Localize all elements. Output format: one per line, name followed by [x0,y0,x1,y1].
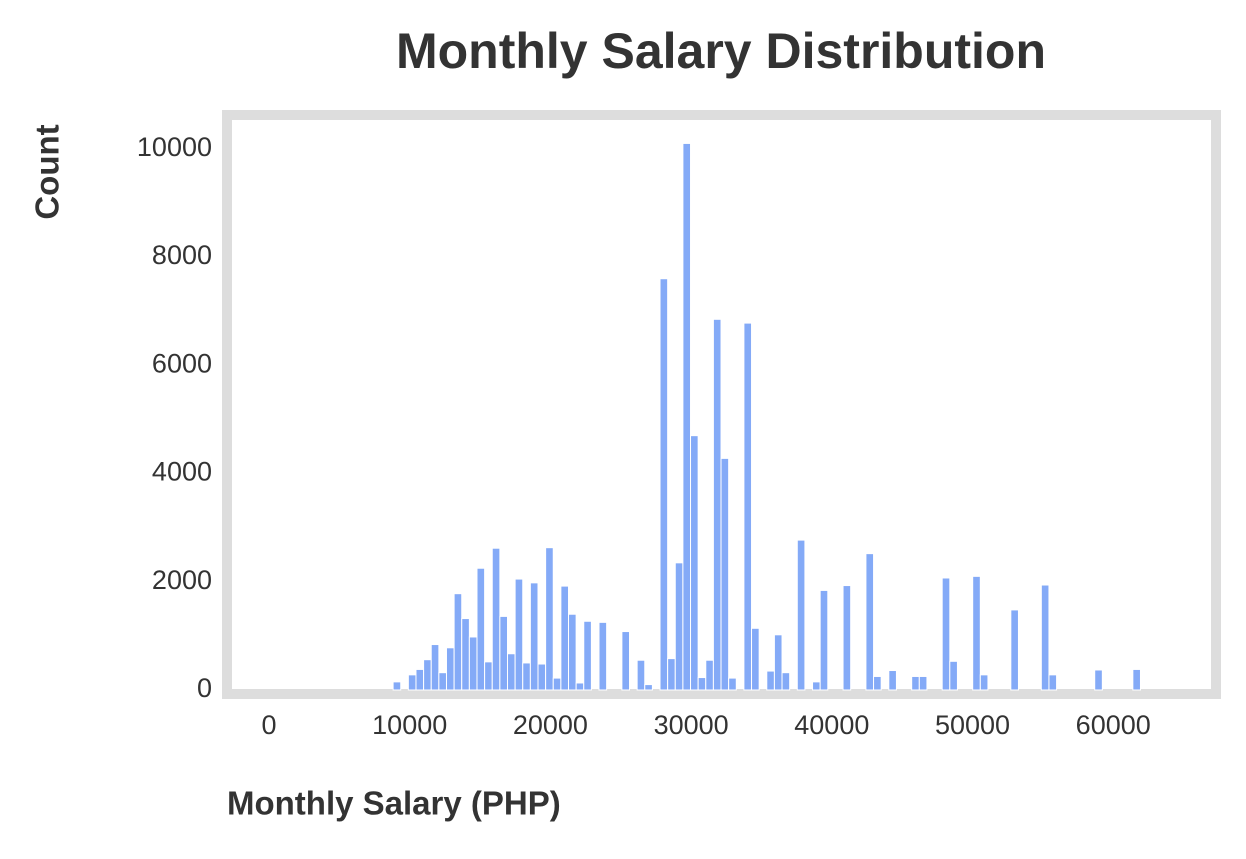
bar [911,675,920,691]
bar [751,627,760,691]
bar [712,318,722,691]
bar [560,585,570,691]
bar [461,618,470,691]
bar [484,661,493,691]
bar [659,278,669,691]
y-tick-label: 10000 [137,132,212,162]
y-tick-label: 0 [197,673,212,703]
bar [667,658,676,691]
bar [583,620,592,691]
bar [636,659,646,691]
bar [1040,584,1050,691]
bar [865,553,875,691]
x-axis-label: Monthly Salary (PHP) [227,785,561,822]
bar [941,577,951,691]
bar [819,589,829,691]
bar [697,677,707,691]
bar [773,634,783,691]
bar [682,142,692,691]
bar [423,659,432,691]
bar [468,636,478,691]
x-tick-label: 60000 [1076,710,1151,740]
bar [453,593,463,691]
plot-frame [222,110,1221,699]
bar [949,660,958,691]
bars [392,142,1141,691]
x-tick-label: 40000 [794,710,869,740]
bar [430,644,440,691]
y-axis-label: Count [29,124,66,219]
bar [598,621,608,691]
bar [918,675,928,691]
bar [522,662,531,691]
bar [476,567,486,691]
bar [674,562,684,691]
bar [552,677,562,691]
bar [842,585,852,691]
bar [781,672,791,691]
bar [529,582,539,691]
bar [491,547,501,691]
bar [514,578,524,691]
bar [644,684,653,691]
bar [888,670,897,691]
bar [972,575,981,691]
bar [392,681,402,691]
bar [812,681,821,691]
y-tick-label: 4000 [152,457,212,487]
x-tick-label: 50000 [935,710,1010,740]
bar [545,547,554,691]
bar [506,653,516,691]
bar [537,663,547,691]
bar [1132,668,1141,691]
x-tick-label: 0 [261,710,276,740]
bar [796,539,806,691]
bar [720,457,730,691]
bar [728,677,737,691]
chart-title: Monthly Salary Distribution [396,23,1046,79]
bar [415,668,425,691]
bar [407,674,417,691]
y-tick-label: 6000 [152,348,212,378]
bar [575,682,585,691]
bar [438,672,447,691]
bar [1094,669,1103,691]
bar [621,631,631,691]
bar [979,674,989,691]
bar [873,675,882,691]
bar [445,647,455,691]
bar [743,322,753,691]
x-tick-label: 10000 [372,710,447,740]
bar [1048,674,1058,691]
bar [568,613,577,691]
y-tick-label: 2000 [152,565,212,595]
bar [1010,609,1019,691]
bar [499,615,508,691]
bar [705,659,714,691]
x-tick-label: 20000 [513,710,588,740]
bar [766,670,775,691]
x-tick-label: 30000 [654,710,729,740]
y-tick-label: 8000 [152,240,212,270]
bar [690,435,699,691]
